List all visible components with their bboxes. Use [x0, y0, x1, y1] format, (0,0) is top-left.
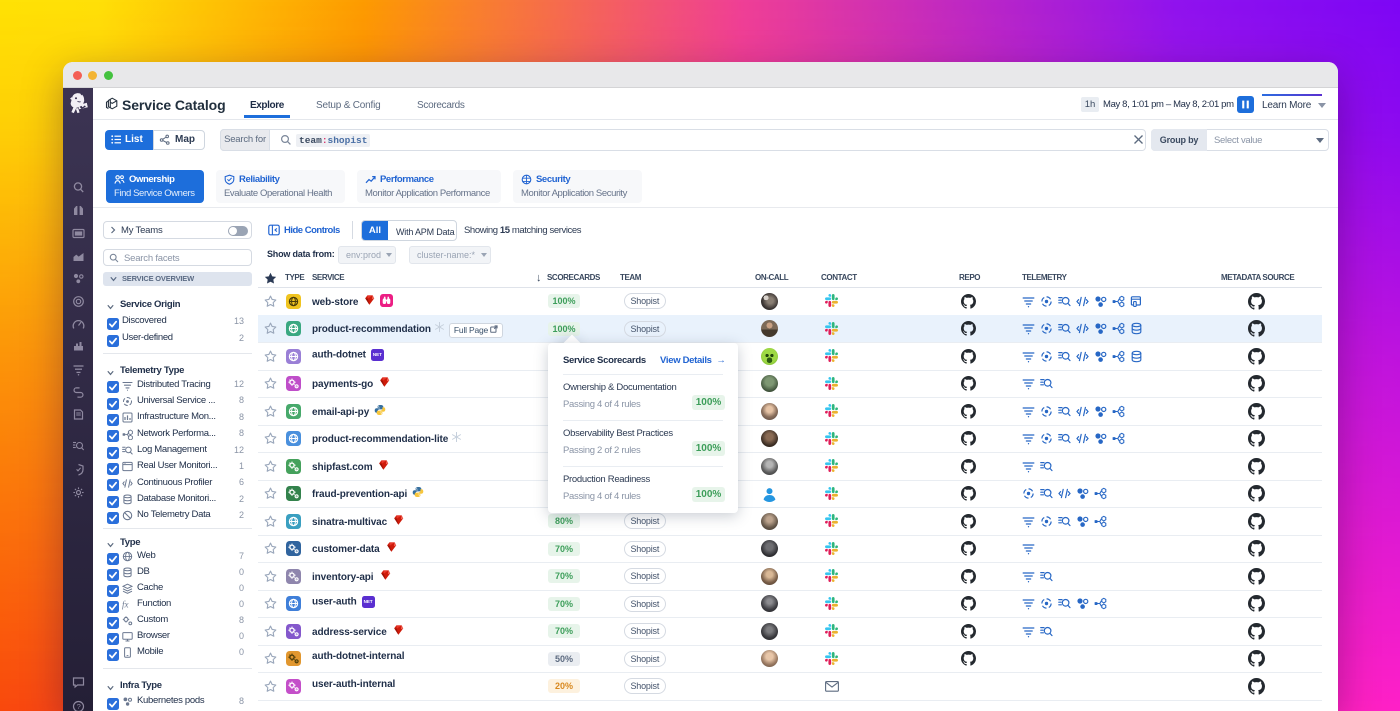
svg-text:?: ?: [77, 702, 81, 711]
svg-text:fx: fx: [122, 600, 129, 610]
